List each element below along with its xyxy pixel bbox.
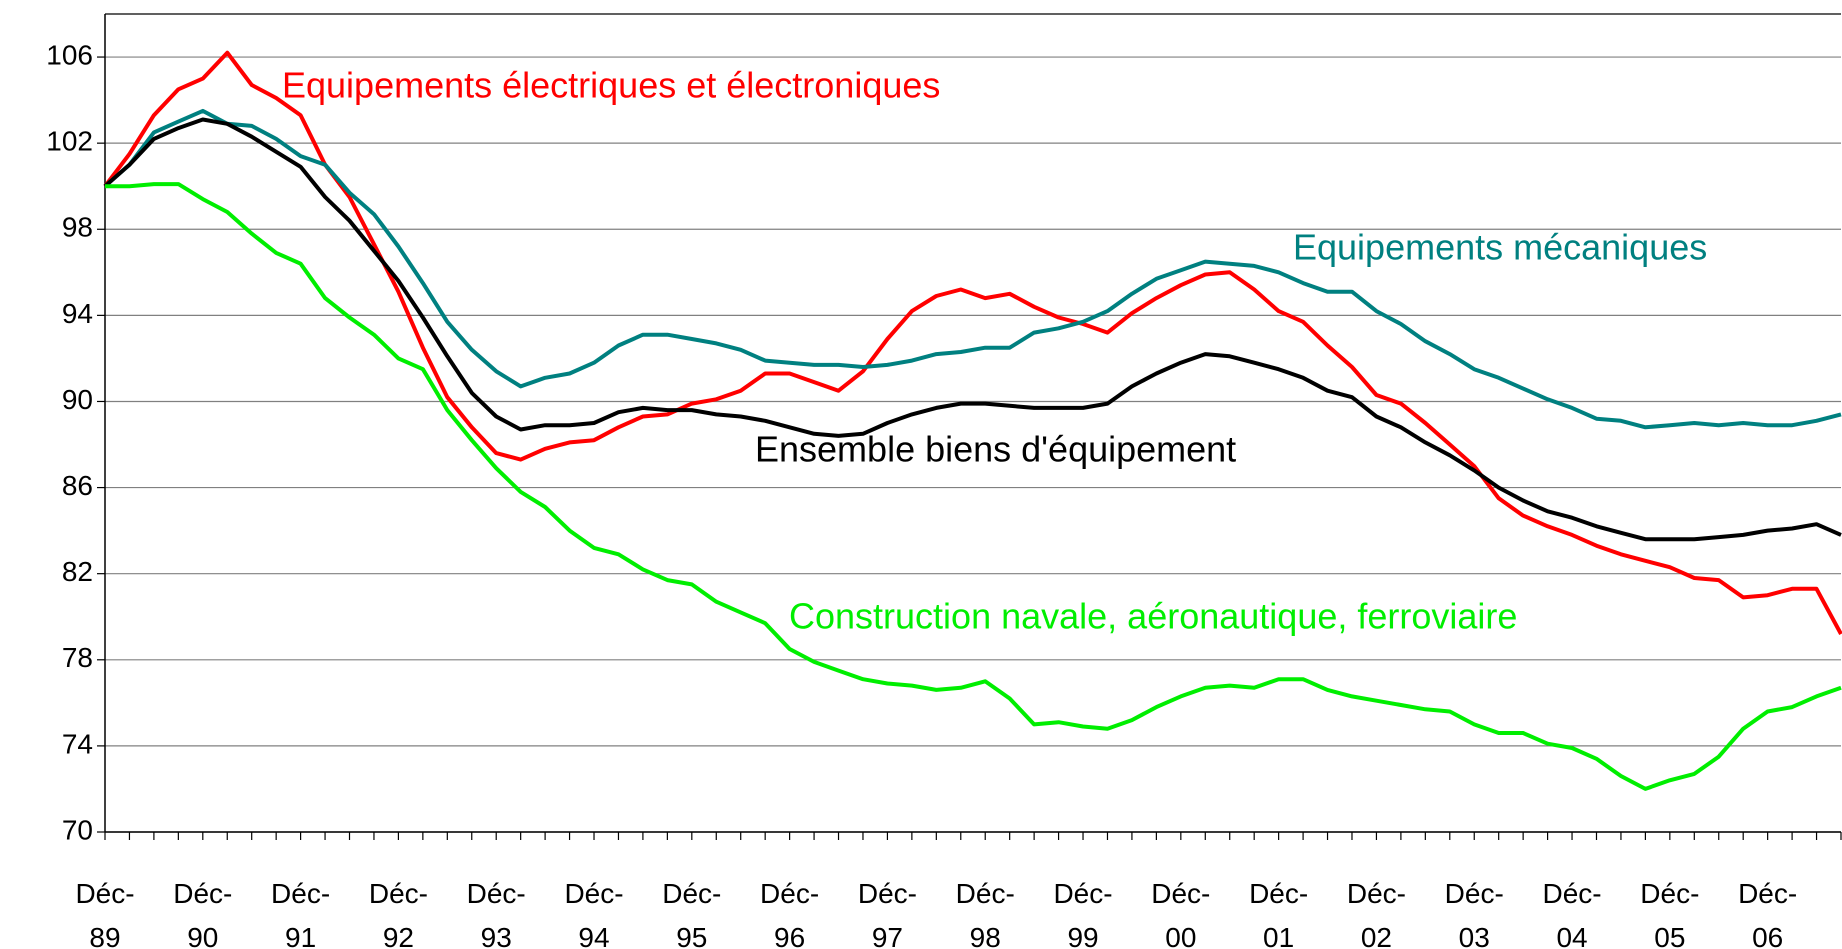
x-tick-label: Déc- 97	[857, 878, 917, 949]
y-tick-label: 70	[62, 814, 93, 845]
x-tick-label: Déc- 98	[955, 878, 1015, 949]
y-tick-label: 78	[62, 642, 93, 673]
x-tick-label: Déc- 05	[1640, 878, 1700, 949]
x-tick-label: Déc- 90	[173, 878, 233, 949]
x-tick-label: Déc- 91	[271, 878, 331, 949]
x-tick-label: Déc- 89	[75, 878, 135, 949]
series-line	[105, 182, 1842, 791]
y-tick-label: 82	[62, 556, 93, 587]
series-line	[103, 108, 1842, 430]
y-tick-label: 106	[46, 39, 93, 70]
x-tick-label: Déc- 96	[760, 878, 820, 949]
x-tick-label: Déc- 94	[564, 878, 624, 949]
y-tick-label: 90	[62, 384, 93, 415]
x-tick-label: Déc- 01	[1249, 878, 1309, 949]
y-tick-label: 94	[62, 298, 93, 329]
x-tick-label: Déc- 02	[1346, 878, 1406, 949]
y-tick-label: 102	[46, 126, 93, 157]
x-tick-label: Déc- 99	[1053, 878, 1113, 949]
series-line	[103, 117, 1842, 542]
series-line	[103, 50, 1842, 635]
x-tick-label: Déc- 93	[466, 878, 526, 949]
x-tick-label: Déc- 03	[1444, 878, 1504, 949]
y-tick-label: 74	[62, 728, 93, 759]
x-tick-label: Déc- 06	[1738, 878, 1798, 949]
y-tick-label: 86	[62, 470, 93, 501]
x-tick-label: Déc- 00	[1151, 878, 1211, 949]
series-label: Construction navale, aéronautique, ferro…	[789, 596, 1517, 637]
x-tick-label: Déc- 95	[662, 878, 722, 949]
x-tick-label: Déc- 04	[1542, 878, 1602, 949]
series-label: Ensemble biens d'équipement	[755, 429, 1236, 470]
series-label: Equipements électriques et électroniques	[282, 65, 940, 106]
x-tick-label: Déc- 92	[368, 878, 428, 949]
y-tick-label: 98	[62, 212, 93, 243]
series-label: Equipements mécaniques	[1293, 227, 1707, 268]
